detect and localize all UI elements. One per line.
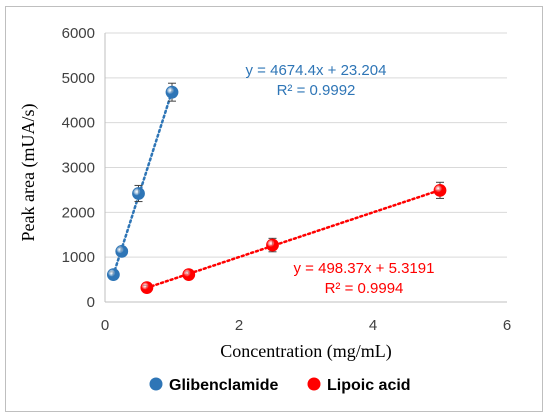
- y-tick-label: 6000: [62, 25, 95, 42]
- legend-marker: [149, 377, 163, 391]
- legend-item: Glibenclamide: [149, 377, 278, 394]
- trendline-equations: y = 4674.4x + 23.204 R² = 0.9992 y = 498.3…: [246, 62, 435, 297]
- y-tick-label: 1000: [62, 249, 95, 266]
- r-squared-label: R² = 0.9992: [277, 82, 356, 99]
- legend-marker: [307, 377, 321, 391]
- legend: Glibenclamide Lipoic acid: [149, 377, 411, 394]
- x-axis-title: Concentration (mg/mL): [220, 341, 391, 362]
- data-point: [132, 187, 145, 200]
- data-point: [266, 238, 279, 252]
- trendlines: [112, 90, 442, 290]
- chart-svg: 0 1000 2000 3000 4000 5000 6000 0 2 4 6 y = 4674.4…: [18, 25, 512, 394]
- trendline-equation: y = 498.37x + 5.3191: [294, 260, 435, 277]
- data-points: [106, 85, 447, 295]
- x-tick-label: 6: [503, 317, 511, 334]
- axes: [104, 33, 507, 303]
- x-tick-label: 0: [101, 317, 109, 334]
- x-tick-label: 4: [369, 317, 377, 334]
- legend-label: Glibenclamide: [169, 377, 278, 394]
- legend-item: Lipoic acid: [307, 377, 411, 394]
- data-point: [106, 268, 120, 282]
- gridlines: [105, 32, 507, 258]
- y-tick-label: 0: [87, 294, 95, 311]
- chart-frame: 0 1000 2000 3000 4000 5000 6000 0 2 4 6 y = 4674.4…: [5, 6, 543, 412]
- trendline-equation: y = 4674.4x + 23.204: [246, 62, 387, 79]
- legend-label: Lipoic acid: [327, 377, 411, 394]
- y-tick-label: 3000: [62, 160, 95, 177]
- trendline-0: [112, 90, 174, 277]
- y-tick-label: 5000: [62, 70, 95, 87]
- data-point: [115, 244, 129, 258]
- y-tick-label: 4000: [62, 115, 95, 132]
- data-point: [165, 85, 179, 99]
- data-point: [182, 268, 196, 282]
- data-point: [140, 281, 154, 295]
- error-bars: [109, 82, 444, 291]
- tick-labels: 0 1000 2000 3000 4000 5000 6000 0 2 4 6: [62, 25, 512, 334]
- y-axis-title: Peak area (mUA/s): [18, 104, 39, 242]
- data-point: [433, 183, 447, 197]
- y-tick-label: 2000: [62, 204, 95, 221]
- r-squared-label: R² = 0.9994: [325, 280, 404, 297]
- x-tick-label: 2: [235, 317, 243, 334]
- trendline-1: [145, 188, 442, 290]
